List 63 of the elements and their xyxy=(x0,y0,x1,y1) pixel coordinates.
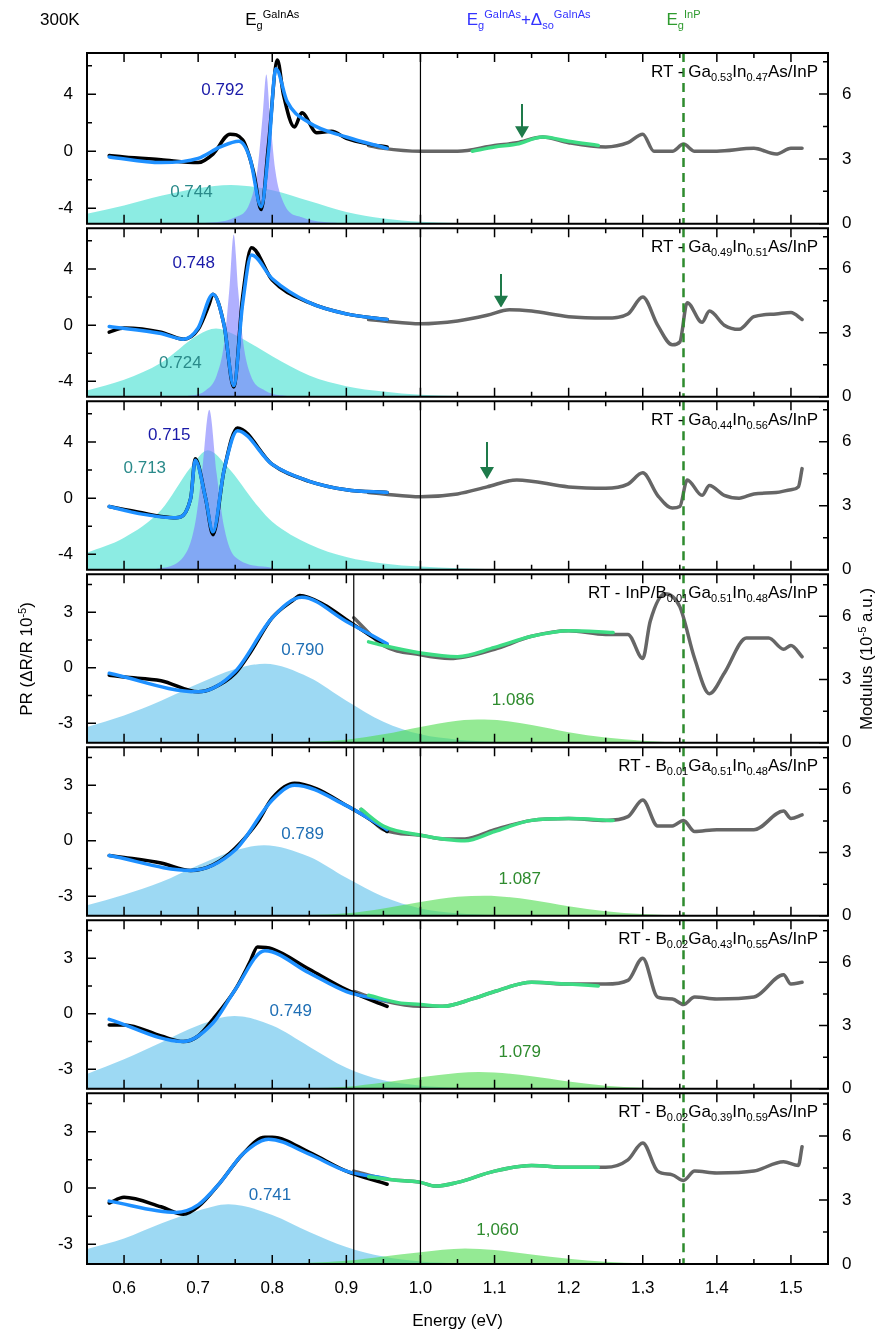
annotation: 0.715 xyxy=(147,424,191,444)
annotation: 0.713 xyxy=(123,457,167,477)
annotation: 1.079 xyxy=(498,1041,542,1061)
y2-tick-label: 6 xyxy=(842,431,852,451)
y-tick-label: -3 xyxy=(57,1233,73,1253)
text: RT - B$_{0.02}$Ga$_{0.39}$In$_{0.59}$As/InP xyxy=(618,1102,818,1124)
y-tick-label: 0 xyxy=(63,1003,73,1023)
y-tick-label: 4 xyxy=(63,431,73,451)
y-tick-label: -4 xyxy=(57,544,73,564)
x-axis-title: Energy (eV) xyxy=(412,1311,503,1330)
annotation: 0.789 xyxy=(281,823,324,843)
y-tick-label: 4 xyxy=(63,83,73,103)
y-tick-label: -3 xyxy=(57,1059,73,1079)
y2-tick-label: 3 xyxy=(842,148,852,168)
y2-tick-label: 0 xyxy=(842,1078,852,1098)
y-tick-label: -3 xyxy=(57,886,73,906)
y2-tick-label: 3 xyxy=(842,322,852,342)
y2-tick-label: 6 xyxy=(842,952,852,972)
y2-tick-label: 3 xyxy=(842,1189,852,1209)
y2-tick-label: 0 xyxy=(842,386,852,406)
y-tick-label: 0 xyxy=(63,314,73,334)
text: RT - B$_{0.01}$Ga$_{0.51}$In$_{0.48}$As/InP xyxy=(618,756,818,778)
y-tick-label: 3 xyxy=(63,774,73,794)
y2-tick-label: 3 xyxy=(842,669,852,689)
annotation: 0.724 xyxy=(159,352,202,372)
y2-tick-label: 6 xyxy=(842,779,852,799)
y-tick-label: 3 xyxy=(63,947,73,967)
y-tick-label: -4 xyxy=(57,197,73,217)
annotation: 0.741 xyxy=(248,1184,292,1204)
y-tick-label: 0 xyxy=(63,487,73,507)
y2-tick-label: 0 xyxy=(842,732,852,752)
y-tick-label: 3 xyxy=(63,601,73,621)
annotation: 0.748 xyxy=(172,252,215,272)
y2-tick-label: 3 xyxy=(842,1015,852,1035)
annotation: 1.086 xyxy=(491,689,535,709)
annotation: 0.790 xyxy=(281,639,324,659)
y-tick-label: 0 xyxy=(63,140,73,160)
y-tick-label: 0 xyxy=(63,830,73,850)
y2-tick-label: 6 xyxy=(842,258,852,278)
y2-tick-label: 0 xyxy=(842,1253,852,1273)
y2-tick-label: 3 xyxy=(842,842,852,862)
y2-tick-label: 3 xyxy=(842,495,852,515)
y-tick-label: -3 xyxy=(57,713,73,733)
y2-tick-label: 6 xyxy=(842,606,852,626)
annotation: 1,060 xyxy=(476,1219,519,1239)
y-tick-label: 4 xyxy=(63,258,73,278)
text: RT - Ga$_{0.53}$In$_{0.47}$As/InP xyxy=(651,62,818,84)
y-tick-label: 3 xyxy=(63,1121,73,1141)
y2-tick-label: 0 xyxy=(842,213,852,233)
annotation: 0.792 xyxy=(201,79,244,99)
text: RT - B$_{0.02}$Ga$_{0.43}$In$_{0.55}$As/InP xyxy=(618,929,818,951)
y-tick-label: -4 xyxy=(57,371,73,391)
text: RT - Ga$_{0.49}$In$_{0.51}$As/InP xyxy=(651,237,818,259)
y2-tick-label: 6 xyxy=(842,1125,852,1145)
y2-tick-label: 6 xyxy=(842,83,852,103)
y-tick-label: 0 xyxy=(63,657,73,677)
y-tick-label: 0 xyxy=(63,1177,73,1197)
text: RT - Ga$_{0.44}$In$_{0.56}$As/InP xyxy=(651,410,818,432)
text: 300K xyxy=(40,10,80,29)
y2-tick-label: 0 xyxy=(842,905,852,925)
annotation: 0.749 xyxy=(269,1000,313,1020)
y2-tick-label: 0 xyxy=(842,559,852,579)
annotation: 1.087 xyxy=(498,868,542,888)
